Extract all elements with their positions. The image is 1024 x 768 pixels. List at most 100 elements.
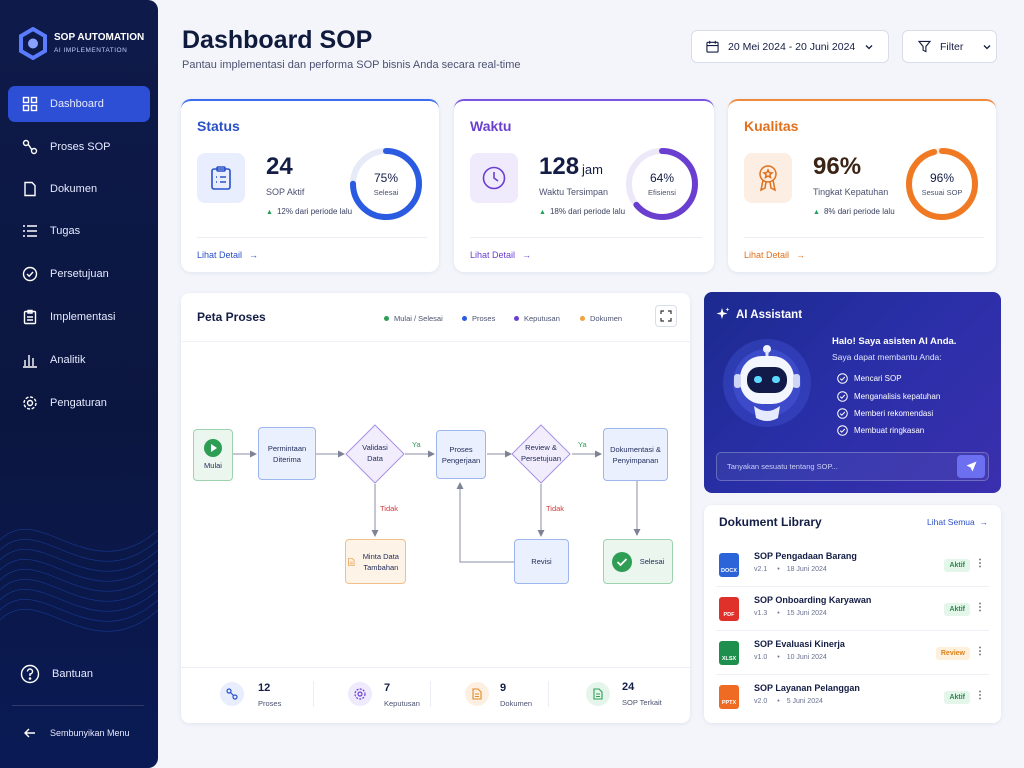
chat-input[interactable]: Tanyakan sesuatu tentang SOP... (716, 452, 989, 481)
divider (197, 237, 427, 238)
process-node: Revisi (514, 539, 569, 584)
node-label: Revisi (531, 557, 552, 566)
divider (716, 674, 989, 675)
menu-label: Persetujuan (50, 268, 109, 280)
menu-item[interactable]: Pengaturan (8, 385, 150, 421)
decision-node: Review & Persetujuan (516, 439, 566, 467)
sidebar: SOP AUTOMATION AI IMPLEMENTATION Dashboa… (0, 0, 158, 768)
document-library-panel: Dokument Library Lihat Semua → DOCX SOP … (704, 505, 1001, 723)
menu-item[interactable]: Proses SOP (8, 129, 150, 165)
version: v1.0 (754, 654, 768, 661)
ai-assistant-panel: AI Assistant Halo! Saya asisten AI Anda.… (704, 292, 1001, 493)
more-button[interactable]: ⋮ (975, 690, 985, 701)
menu-label: Proses SOP (50, 141, 111, 153)
node-label: Mulai (204, 461, 222, 470)
separator (430, 681, 431, 707)
status-badge: Review (935, 647, 970, 660)
document-row[interactable]: DOCX SOP Pengadaan Barang v2.1 18 Juni 20… (704, 543, 1001, 587)
greeting: Halo! Saya asisten AI Anda. (832, 336, 957, 347)
edge-label: Ya (412, 440, 421, 449)
node-label: Review & Persetujuan (520, 443, 562, 463)
menu-item[interactable]: Analitik (8, 342, 150, 378)
edge-label: Tidak (546, 504, 565, 513)
intro: Saya dapat membantu Anda: (832, 352, 942, 362)
value: 128 (539, 153, 580, 180)
legend-label: Keputusan (524, 314, 560, 323)
quality-card: Kualitas 96% Tingkat Kepatuhan 8% dari p… (728, 99, 996, 272)
card-link[interactable]: Lihat Detail (197, 250, 258, 260)
document-name: SOP Layanan Pelanggan (754, 683, 860, 693)
capability-label: Membuat ringkasan (854, 426, 925, 435)
card-link[interactable]: Lihat Detail (744, 250, 805, 260)
status-badge: Aktif (944, 691, 970, 704)
send-button[interactable] (957, 455, 985, 478)
capability-label: Memberi rekomendasi (854, 409, 934, 418)
link-label: Lihat Semua (927, 517, 975, 527)
stat-value: 24 (622, 681, 635, 693)
brand-name: SOP AUTOMATION (54, 32, 145, 43)
document-name: SOP Pengadaan Barang (754, 551, 857, 561)
legend-label: Mulai / Selesai (394, 314, 443, 323)
menu-item[interactable]: Persetujuan (8, 256, 150, 292)
stat-label: SOP Terkait (622, 698, 662, 707)
menu-label: Implementasi (50, 311, 116, 323)
document-meta: v2.1 18 Juni 2024 (754, 566, 827, 573)
more-button[interactable]: ⋮ (975, 558, 985, 569)
capability-label: Mencari SOP (854, 374, 902, 383)
card-value: 128 jam (539, 153, 603, 181)
page-title: Dashboard SOP (182, 26, 373, 54)
filter-label: Filter (940, 40, 964, 53)
help-item[interactable]: Bantuan (6, 656, 148, 692)
stat-icon (465, 682, 489, 706)
status-card: Status 24 SOP Aktif 12% dari periode lal… (181, 99, 439, 272)
collapse-item[interactable]: Sembunyikan Menu (8, 715, 150, 751)
menu-item[interactable]: Implementasi (8, 299, 150, 335)
ring-arc (626, 148, 698, 220)
card-title: Kualitas (744, 118, 799, 134)
menu-item[interactable]: Dashboard (8, 86, 150, 122)
menu-item[interactable]: Dokumen (8, 171, 150, 207)
menu-label: Dokumen (50, 183, 98, 195)
node-label: Proses Pengerjaan (441, 444, 481, 465)
filter-button[interactable]: Filter (902, 30, 997, 63)
status-badge: Aktif (944, 603, 970, 616)
card-label: SOP Aktif (266, 187, 305, 197)
stat-icon (348, 682, 372, 706)
divider (744, 237, 984, 238)
expand-button[interactable] (655, 305, 677, 327)
edge-label: Tidak (380, 504, 399, 513)
capability-item: Membuat ringkasan (837, 425, 924, 436)
input-placeholder: Tanyakan sesuatu tentang SOP... (727, 462, 838, 471)
legend-item: Dokumen (580, 314, 622, 323)
stat-value: 7 (384, 682, 391, 694)
card-trend: 12% dari periode lalu (266, 207, 352, 216)
document-row[interactable]: PDF SOP Onboarding Karyawan v1.3 15 Juni … (704, 587, 1001, 631)
stat-value: 12 (258, 682, 271, 694)
document-row[interactable]: XLSX SOP Evaluasi Kinerja v1.0 10 Juni 20… (704, 631, 1001, 675)
date-picker[interactable]: 20 Mei 2024 - 20 Juni 2024 (691, 30, 889, 63)
card-title: Status (197, 118, 240, 134)
process-node: Permintaan Diterima (258, 427, 316, 480)
card-label: Waktu Tersimpan (539, 187, 609, 197)
decision-shape (511, 424, 571, 484)
stat-label: Keputusan (384, 699, 420, 708)
date: 5 Juni 2024 (777, 698, 823, 705)
see-all-link[interactable]: Lihat Semua → (927, 517, 988, 527)
ring-caption: Selesai (373, 188, 399, 197)
separator (313, 681, 314, 707)
card-trend: 18% dari periode lalu (539, 207, 625, 216)
legend-item: Keputusan (514, 314, 560, 323)
legend-item: Proses (462, 314, 495, 323)
menu-item[interactable]: Tugas (8, 213, 150, 249)
panel-title: Dokument Library (719, 515, 822, 529)
more-button[interactable]: ⋮ (975, 646, 985, 657)
card-link[interactable]: Lihat Detail (470, 250, 531, 260)
divider (181, 341, 690, 342)
divider (181, 667, 690, 668)
card-trend: 8% dari periode lalu (813, 207, 895, 216)
more-button[interactable]: ⋮ (975, 602, 985, 613)
card-icon (470, 153, 518, 203)
robot-illustration (723, 339, 811, 427)
document-row[interactable]: PPTX SOP Layanan Pelanggan v2.0 5 Juni 20… (704, 675, 1001, 719)
